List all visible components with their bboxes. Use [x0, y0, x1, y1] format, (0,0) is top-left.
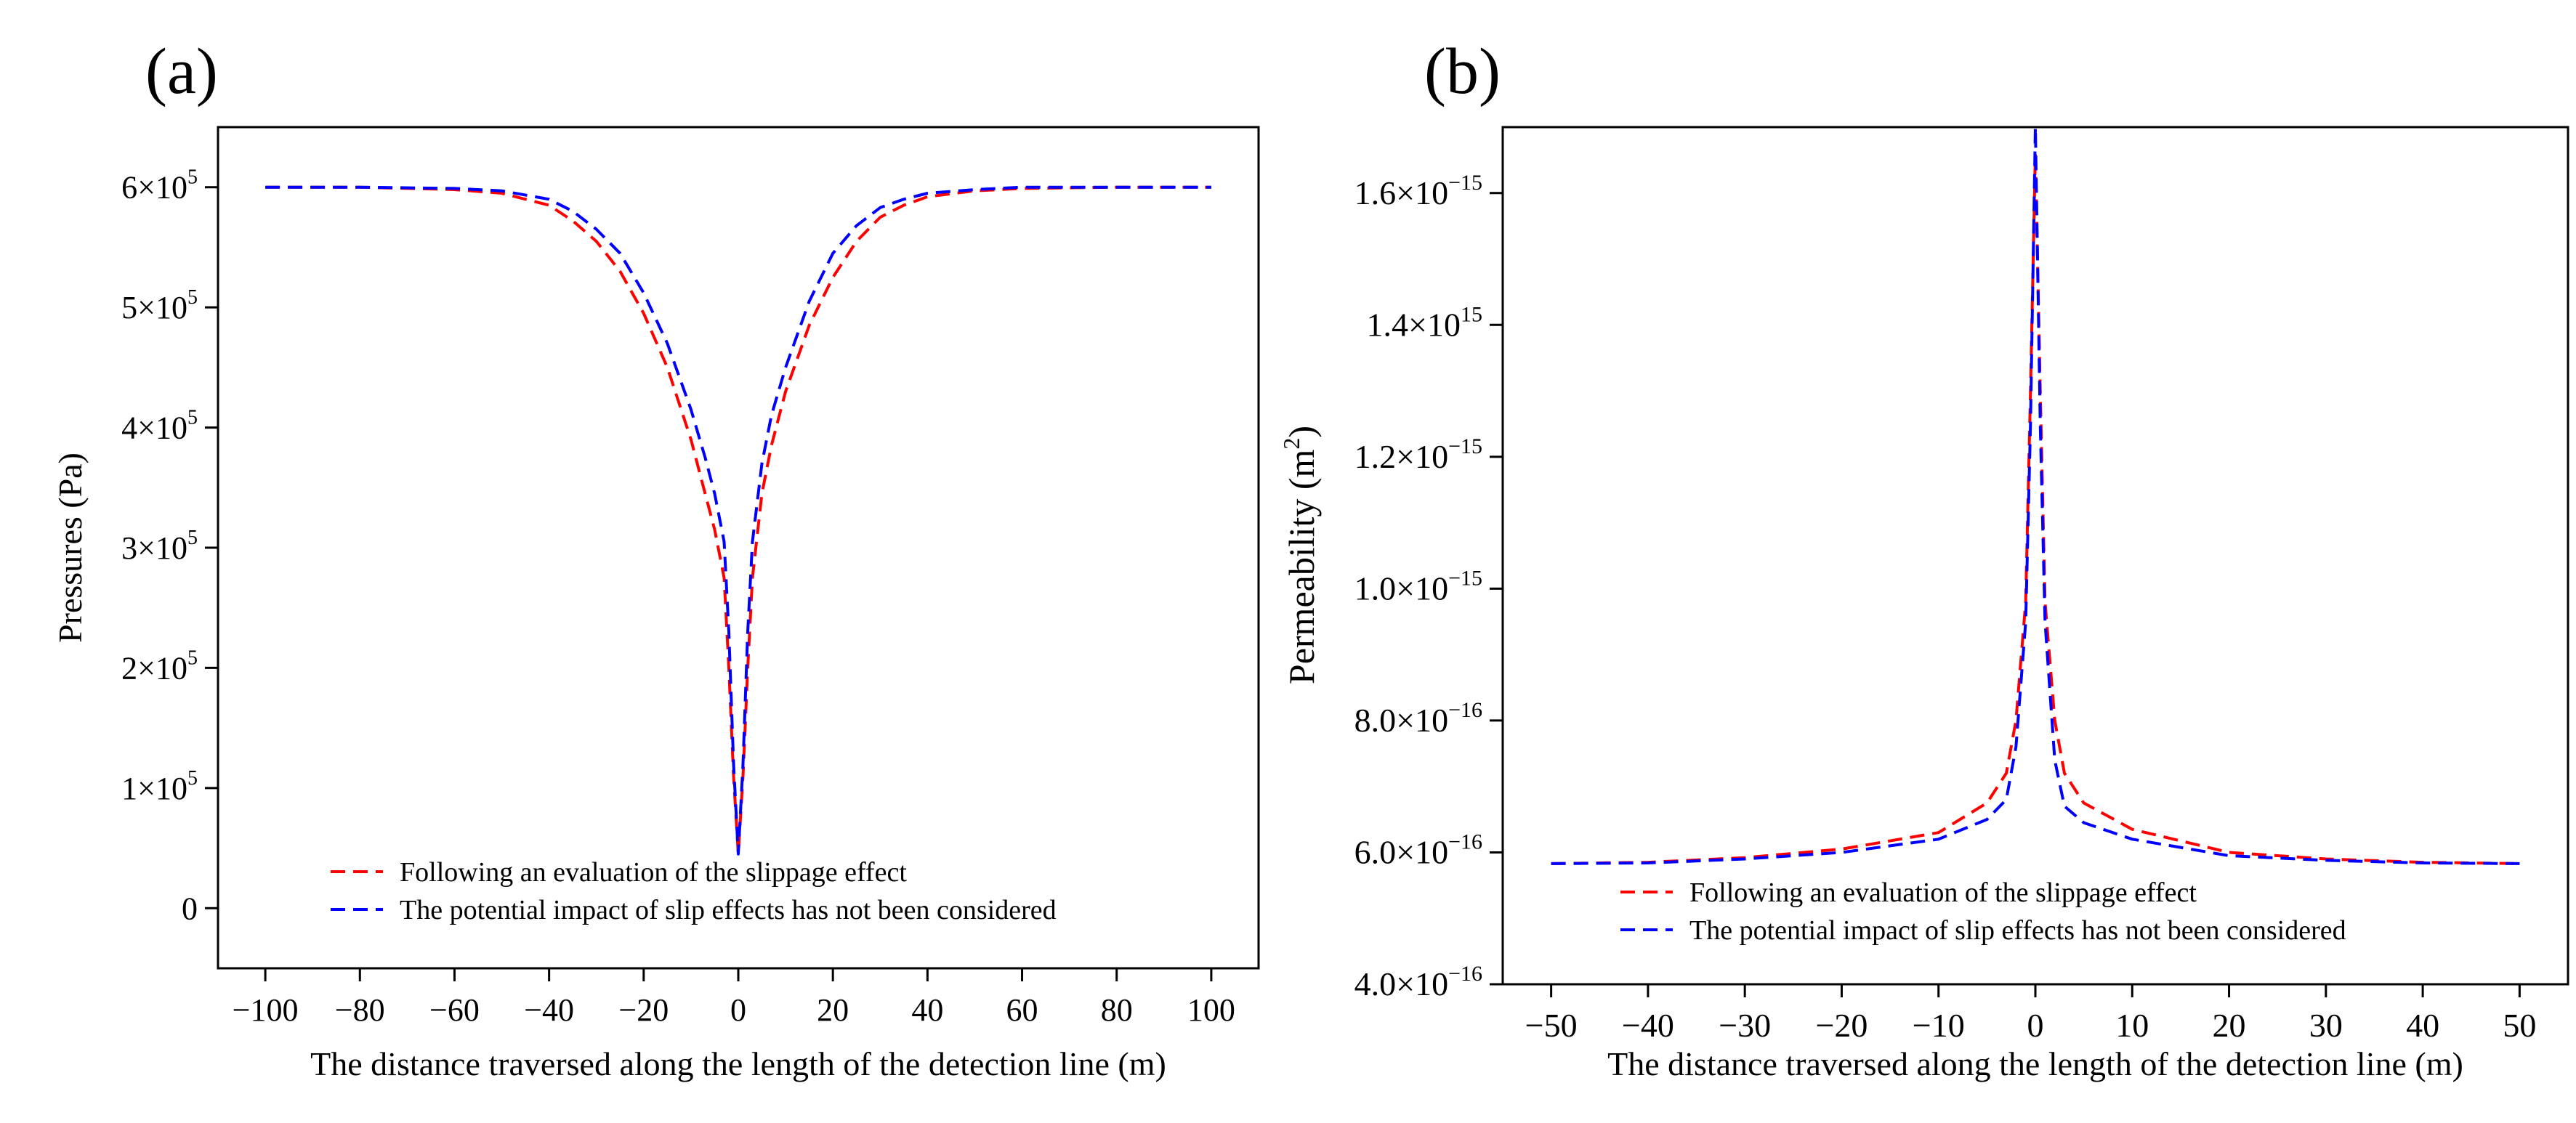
permeability-x-tick-label: −30: [1719, 1007, 1771, 1044]
permeability-chart: (b) −50 −40 −30 −20 −10 0 10 20 30 40 50 4.0×10−16…: [1278, 36, 2569, 1082]
permeability-x-axis-title: The distance traversed along the length …: [1607, 1045, 2463, 1082]
permeability-x-tick-label: −40: [1622, 1007, 1674, 1044]
permeability-x-tick-label: 0: [2027, 1007, 2044, 1044]
permeability-y-axis: 4.0×10−16 6.0×10−16 8.0×10−16 1.0×10−15 1.2×…: [1354, 171, 1503, 1002]
permeability-x-tick-label: −50: [1525, 1007, 1578, 1044]
permeability-legend: Following an evaluation of the slippage …: [1620, 877, 2346, 946]
pressure-x-tick-label: −100: [233, 992, 299, 1028]
pressure-plot-content: [265, 185, 1211, 856]
permeability-y-axis-title-main: Permeability (m: [1281, 449, 1322, 684]
pressure-x-tick-label: −60: [429, 992, 480, 1028]
pressure-y-tick-label: 0: [182, 891, 198, 926]
permeability-y-axis-title-sup: 2: [1278, 438, 1304, 450]
pressure-legend-label-1: Following an evaluation of the slippage …: [400, 857, 907, 888]
pressure-y-axis: 0 1×105 2×105 3×105 4×105 5×105 6×105: [121, 166, 218, 926]
permeability-y-tick-label: 1.0×10−15: [1354, 566, 1482, 607]
pressure-series-2-line: [265, 185, 1211, 856]
permeability-y-tick-label: 1.6×10−15: [1354, 171, 1482, 211]
permeability-series-1-line: [1551, 152, 2520, 865]
permeability-x-tick-label: −20: [1815, 1007, 1868, 1044]
permeability-y-tick-label: 1.2×10−15: [1354, 434, 1482, 475]
pressure-x-tick-label: 0: [730, 992, 746, 1028]
permeability-legend-label-1: Following an evaluation of the slippage …: [1689, 877, 2197, 908]
pressure-chart: (a) −100 −80 −60 −40 −20 0 20 40 60 80 100 0 1×105 2…: [52, 36, 1260, 1082]
permeability-x-axis: −50 −40 −30 −20 −10 0 10 20 30 40 50: [1525, 984, 2536, 1044]
permeability-series-2-line: [1551, 127, 2520, 865]
pressure-x-axis: −100 −80 −60 −40 −20 0 20 40 60 80 100: [233, 968, 1235, 1028]
permeability-y-axis-title: Permeability (m2): [1278, 426, 1322, 684]
pressure-y-tick-label: 3×105: [121, 527, 198, 566]
permeability-y-axis-title-end: ): [1281, 426, 1322, 438]
permeability-x-tick-label: 20: [2213, 1007, 2246, 1044]
permeability-x-tick-label: −10: [1913, 1007, 1965, 1044]
permeability-y-tick-label: 1.4×1015: [1367, 302, 1482, 343]
pressure-x-tick-label: −40: [524, 992, 574, 1028]
pressure-y-tick-label: 1×105: [121, 767, 198, 806]
pressure-y-axis-title: Pressures (Pa): [52, 453, 89, 643]
pressure-x-tick-label: −20: [618, 992, 669, 1028]
pressure-x-tick-label: 20: [817, 992, 849, 1028]
pressure-x-tick-label: 80: [1101, 992, 1133, 1028]
permeability-x-tick-label: 30: [2309, 1007, 2343, 1044]
panel-label-b: (b): [1424, 36, 1501, 108]
permeability-x-tick-label: 10: [2115, 1007, 2149, 1044]
pressure-legend-label-2: The potential impact of slip effects has…: [400, 895, 1057, 925]
pressure-x-axis-title: The distance traversed along the length …: [310, 1045, 1166, 1082]
permeability-y-tick-label: 8.0×10−16: [1354, 698, 1482, 739]
pressure-y-tick-label: 5×105: [121, 286, 198, 325]
permeability-legend-label-2: The potential impact of slip effects has…: [1689, 915, 2346, 946]
permeability-plot-frame: [1501, 126, 2569, 986]
permeability-y-tick-label: 6.0×10−16: [1354, 830, 1482, 870]
pressure-x-tick-label: 60: [1006, 992, 1038, 1028]
pressure-x-tick-label: 40: [911, 992, 943, 1028]
pressure-series-1-line: [265, 185, 1211, 856]
pressure-y-tick-label: 2×105: [121, 646, 198, 686]
pressure-y-tick-label: 4×105: [121, 407, 198, 446]
panel-label-a: (a): [145, 36, 218, 108]
permeability-x-tick-label: 40: [2406, 1007, 2439, 1044]
pressure-legend: Following an evaluation of the slippage …: [331, 857, 1057, 925]
pressure-x-tick-label: 100: [1187, 992, 1235, 1028]
permeability-y-tick-label: 4.0×10−16: [1354, 962, 1482, 1002]
pressure-y-tick-label: 6×105: [121, 166, 198, 206]
permeability-x-tick-label: 50: [2503, 1007, 2536, 1044]
pressure-x-tick-label: −80: [335, 992, 385, 1028]
permeability-plot-content: [1551, 127, 2520, 865]
